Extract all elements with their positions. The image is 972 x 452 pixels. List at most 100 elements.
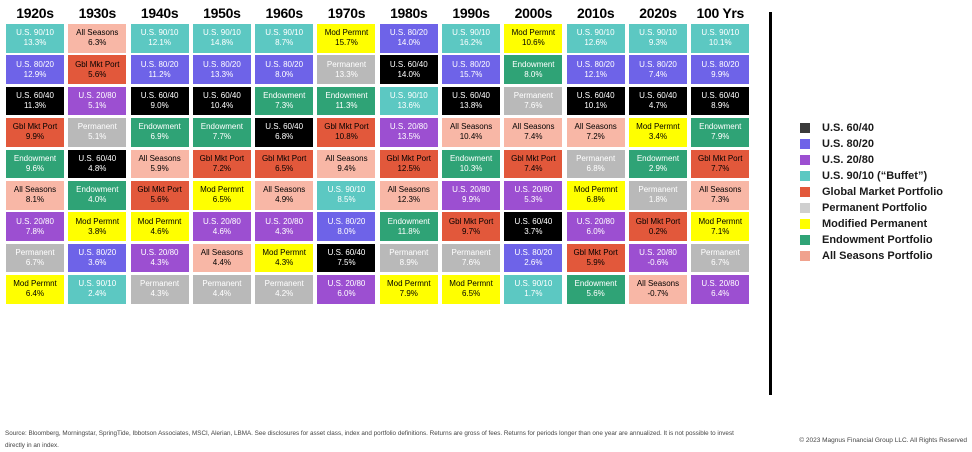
- return-cell: U.S. 20/80 4.3%: [255, 212, 314, 241]
- decade-cells: U.S. 90/10 12.6% U.S. 80/20 12.1% U.S. 60/40…: [566, 24, 625, 304]
- return-cell: All Seasons 5.9%: [130, 149, 189, 179]
- return-value: 9.4%: [337, 163, 356, 173]
- return-cell: Permanent 1.8%: [628, 180, 687, 210]
- portfolio-name: U.S. 20/80: [265, 216, 304, 226]
- legend-swatch-icon: [800, 187, 810, 197]
- legend-swatch-icon: [800, 251, 810, 261]
- portfolio-name: Endowment: [574, 279, 617, 289]
- return-cell: Permanent 5.1%: [68, 118, 127, 147]
- legend-label: Global Market Portfolio: [822, 186, 944, 198]
- legend-item: U.S. 90/10 (“Buffet”): [800, 168, 943, 184]
- return-cell: U.S. 60/40 10.4%: [192, 86, 251, 116]
- decade-cells: U.S. 90/10 10.1% U.S. 80/20 9.9% U.S. 60/40 8…: [691, 24, 750, 304]
- return-cell: Permanent 6.8%: [566, 149, 625, 179]
- return-value: 8.1%: [25, 195, 45, 205]
- decade-header: 100 Yrs: [696, 5, 745, 21]
- return-cell: U.S. 20/80 13.5%: [379, 118, 438, 147]
- portfolio-name: U.S. 60/40: [265, 122, 304, 132]
- portfolio-name: U.S. 60/40: [202, 91, 241, 101]
- return-cell: U.S. 90/10 8.7%: [255, 24, 314, 53]
- decade-header: 2000s: [514, 5, 553, 21]
- source-disclaimer: Source: Bloomberg, Morningstar, SpringTi…: [5, 430, 734, 449]
- portfolio-name: Gbl Mkt Port: [635, 216, 681, 226]
- legend-swatch-icon: [800, 171, 810, 181]
- portfolio-name: U.S. 80/20: [389, 28, 428, 38]
- return-value: 4.6%: [212, 226, 231, 236]
- decade-cells: All Seasons 6.3% Gbl Mkt Port 5.6% U.S. 20/8…: [68, 24, 127, 304]
- return-value: 9.7%: [461, 226, 481, 236]
- return-value: 16.2%: [459, 38, 483, 48]
- portfolio-name: Mod Permnt: [636, 122, 680, 132]
- decade-header: 1920s: [16, 5, 54, 21]
- return-cell: U.S. 60/40 4.8%: [68, 149, 127, 179]
- portfolio-name: U.S. 80/20: [701, 59, 740, 69]
- portfolio-name: U.S. 90/10: [701, 28, 740, 38]
- portfolio-name: Endowment: [13, 153, 57, 163]
- decade-column: 1960s U.S. 90/10 8.7% U.S. 80/20 8.0% Endowme…: [255, 5, 314, 304]
- portfolio-name: U.S. 80/20: [265, 59, 304, 69]
- return-value: 10.1%: [708, 38, 732, 48]
- return-value: 4.9%: [275, 195, 294, 205]
- vertical-divider: [769, 12, 772, 395]
- return-cell: U.S. 60/40 13.8%: [442, 86, 501, 116]
- return-value: 8.7%: [275, 38, 294, 48]
- portfolio-name: U.S. 60/40: [389, 59, 428, 69]
- portfolio-name: Permanent: [638, 185, 678, 195]
- portfolio-name: Gbl Mkt Port: [511, 153, 556, 163]
- decade-cells: U.S. 90/10 8.7% U.S. 80/20 8.0% Endowment 7.3…: [255, 24, 314, 304]
- return-value: 5.6%: [88, 69, 107, 79]
- portfolio-name: U.S. 90/10: [452, 28, 490, 38]
- portfolio-name: Permanent: [326, 59, 367, 69]
- return-value: 0.2%: [648, 226, 668, 236]
- return-cell: U.S. 60/40 3.7%: [504, 212, 563, 241]
- return-value: 4.0%: [88, 195, 107, 205]
- return-value: 9.0%: [150, 101, 169, 111]
- portfolio-name: Mod Permnt: [13, 279, 57, 289]
- portfolio-name: Permanent: [264, 279, 304, 289]
- return-cell: Mod Permnt 15.7%: [317, 24, 376, 53]
- return-value: 13.3%: [335, 69, 358, 79]
- return-cell: All Seasons 7.2%: [566, 118, 625, 147]
- portfolio-name: Endowment: [200, 122, 244, 132]
- return-value: 1.8%: [648, 195, 668, 205]
- legend-swatch-icon: [800, 123, 810, 133]
- return-cell: Mod Permnt 6.4%: [6, 275, 64, 304]
- return-value: 7.3%: [711, 195, 730, 205]
- portfolio-name: Permanent: [700, 248, 740, 258]
- portfolio-name: Mod Permnt: [200, 185, 244, 195]
- portfolio-name: Permanent: [77, 122, 117, 132]
- return-value: 7.6%: [524, 101, 543, 111]
- return-cell: Mod Permnt 4.6%: [130, 212, 189, 241]
- decade-cells: Mod Permnt 15.7% Permanent 13.3% Endowment 11…: [317, 24, 376, 304]
- return-value: 13.8%: [459, 101, 483, 111]
- return-value: 5.1%: [88, 132, 107, 142]
- return-value: 6.3%: [88, 38, 107, 48]
- decade-cells: U.S. 90/10 9.3% U.S. 80/20 7.4% U.S. 60/40 4.…: [628, 24, 687, 304]
- return-cell: U.S. 20/80 6.4%: [691, 275, 750, 304]
- portfolio-name: Gbl Mkt Port: [137, 185, 182, 195]
- legend-swatch-icon: [800, 155, 810, 165]
- return-cell: U.S. 80/20 8.0%: [255, 55, 314, 84]
- decade-column: 1970s Mod Permnt 15.7% Permanent 13.3% Endowm…: [317, 5, 376, 304]
- return-value: 3.4%: [648, 132, 668, 142]
- return-value: 2.9%: [648, 163, 668, 173]
- return-value: 6.0%: [586, 226, 605, 236]
- return-cell: Gbl Mkt Port 5.9%: [566, 243, 625, 273]
- return-cell: All Seasons 7.4%: [504, 118, 563, 147]
- decade-header: 2010s: [576, 5, 615, 21]
- legend-label: U.S. 60/40: [822, 122, 874, 134]
- return-value: 9.6%: [25, 163, 45, 173]
- return-cell: U.S. 20/80 9.9%: [442, 180, 501, 210]
- return-value: 5.6%: [150, 195, 169, 205]
- portfolio-name: Endowment: [699, 122, 742, 132]
- return-value: 3.8%: [88, 226, 107, 236]
- return-value: 9.9%: [461, 195, 481, 205]
- return-value: 9.9%: [25, 132, 45, 142]
- portfolio-name: All Seasons: [449, 122, 493, 132]
- decade-cells: U.S. 90/10 14.8% U.S. 80/20 13.3% U.S. 60/40…: [192, 24, 251, 304]
- return-value: 7.1%: [711, 226, 730, 236]
- return-value: 8.9%: [399, 258, 418, 268]
- portfolio-name: U.S. 80/20: [140, 59, 179, 69]
- portfolio-name: All Seasons: [138, 153, 181, 163]
